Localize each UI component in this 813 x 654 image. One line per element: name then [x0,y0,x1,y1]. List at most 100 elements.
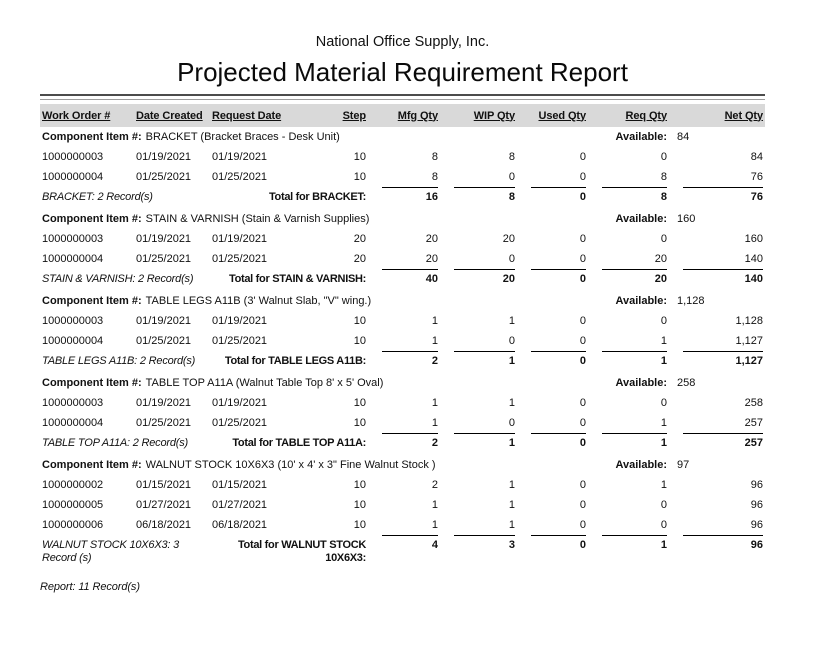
cell-step: 10 [353,519,366,531]
cell-step: 10 [353,171,366,183]
cell-mfg-qty: 1 [431,499,438,511]
available-value: 258 [677,377,696,389]
cell-request-date: 01/25/2021 [212,253,268,265]
group-total-label: Total for STAIN & VARNISH: [228,273,366,285]
cell-date-created: 01/25/2021 [136,253,192,265]
cell-req-qty: 0 [660,233,667,245]
total-mfg-qty-cell: 4 [368,535,440,565]
total-net-qty: 96 [683,535,763,552]
cell-wip-qty: 1 [508,315,515,327]
total-used-qty-cell: 0 [517,535,588,565]
cell-net-qty: 96 [750,519,763,531]
cell-step: 10 [353,315,366,327]
cell-mfg-qty: 20 [425,233,438,245]
cell-work-order: 1000000004 [42,417,104,429]
cell-net-qty: 84 [750,151,763,163]
group-record-count: TABLE TOP A11A: 2 Record(s) [42,437,189,449]
cell-mfg-qty: 1 [431,519,438,531]
cell-step: 20 [353,233,366,245]
work-order-row: 1000000003 01/19/2021 01/19/2021 10 1 1 … [40,393,765,413]
col-header-step: Step [342,109,367,122]
cell-step: 10 [353,417,366,429]
available-value: 97 [677,459,690,471]
cell-net-qty: 160 [744,233,763,245]
material-requirement-table: Work Order # Date Created Request Date S… [40,104,765,565]
cell-work-order: 1000000003 [42,315,104,327]
total-used-qty: 0 [531,187,586,204]
component-item-label: Component Item #: [42,377,142,389]
cell-req-qty: 1 [660,417,667,429]
work-order-row: 1000000003 01/19/2021 01/19/2021 20 20 2… [40,229,765,249]
col-header-net-qty: Net Qty [724,109,764,122]
work-order-row: 1000000003 01/19/2021 01/19/2021 10 8 8 … [40,147,765,167]
cell-step: 10 [353,151,366,163]
group-total-row: STAIN & VARNISH: 2 Record(s) Total for S… [40,269,765,291]
cell-used-qty: 0 [579,397,586,409]
total-wip-qty: 1 [454,351,515,368]
total-used-qty-cell: 0 [517,433,588,455]
cell-net-qty: 1,128 [735,315,763,327]
cell-date-created: 01/27/2021 [136,499,192,511]
cell-req-qty: 1 [660,479,667,491]
cell-date-created: 01/19/2021 [136,397,192,409]
total-net-qty: 257 [683,433,763,450]
group-total-row: TABLE TOP A11A: 2 Record(s) Total for TA… [40,433,765,455]
total-req-qty: 1 [602,351,667,368]
available-value: 84 [677,131,690,143]
total-used-qty: 0 [531,351,586,368]
cell-mfg-qty: 1 [431,315,438,327]
cell-step: 10 [353,335,366,347]
cell-wip-qty: 0 [508,417,515,429]
cell-work-order: 1000000005 [42,499,104,511]
group-total-label: Total for WALNUT STOCK 10X6X3: [237,539,366,564]
col-header-wip-qty: WIP Qty [473,109,515,122]
total-net-qty: 1,127 [683,351,763,368]
col-header-request-date: Request Date [212,109,282,122]
total-mfg-qty-cell: 2 [368,433,440,455]
cell-req-qty: 8 [660,171,667,183]
cell-net-qty: 76 [750,171,763,183]
cell-used-qty: 0 [579,499,586,511]
cell-date-created: 01/25/2021 [136,335,192,347]
cell-used-qty: 0 [579,253,586,265]
group-total-row: BRACKET: 2 Record(s) Total for BRACKET: … [40,187,765,209]
divider-thin-rule [40,99,765,100]
cell-wip-qty: 1 [508,397,515,409]
cell-request-date: 06/18/2021 [212,519,268,531]
cell-date-created: 01/19/2021 [136,233,192,245]
total-used-qty: 0 [531,269,586,286]
component-item-cell: Component Item #: WALNUT STOCK 10X6X3 (10… [40,455,588,475]
cell-request-date: 01/19/2021 [212,315,268,327]
cell-wip-qty: 1 [508,499,515,511]
cell-step: 10 [353,397,366,409]
available-label: Available: [615,459,667,471]
total-wip-qty: 3 [454,535,515,552]
available-label: Available: [615,377,667,389]
component-item-text: WALNUT STOCK 10X6X3 (10' x 4' x 3" Fine … [145,459,436,471]
cell-used-qty: 0 [579,315,586,327]
divider-thick-rule [40,94,765,96]
cell-mfg-qty: 8 [431,151,438,163]
cell-net-qty: 96 [750,479,763,491]
total-wip-qty-cell: 20 [440,269,517,291]
component-item-label: Component Item #: [42,295,142,307]
total-req-qty-cell: 1 [588,351,669,373]
total-mfg-qty: 2 [382,433,438,450]
cell-work-order: 1000000004 [42,335,104,347]
component-group-header: Component Item #: WALNUT STOCK 10X6X3 (10… [40,455,765,475]
total-used-qty-cell: 0 [517,187,588,209]
cell-date-created: 01/19/2021 [136,151,192,163]
col-header-req-qty: Req Qty [625,109,668,122]
group-record-count: BRACKET: 2 Record(s) [42,191,153,203]
cell-request-date: 01/25/2021 [212,417,268,429]
total-mfg-qty-cell: 2 [368,351,440,373]
component-group-header: Component Item #: TABLE TOP A11A (Walnut … [40,373,765,393]
total-used-qty-cell: 0 [517,269,588,291]
cell-net-qty: 258 [744,397,763,409]
work-order-row: 1000000002 01/15/2021 01/15/2021 10 2 1 … [40,475,765,495]
available-label: Available: [615,213,667,225]
cell-wip-qty: 0 [508,335,515,347]
total-net-qty-cell: 1,127 [669,351,765,373]
total-mfg-qty: 40 [382,269,438,286]
total-net-qty-cell: 96 [669,535,765,565]
